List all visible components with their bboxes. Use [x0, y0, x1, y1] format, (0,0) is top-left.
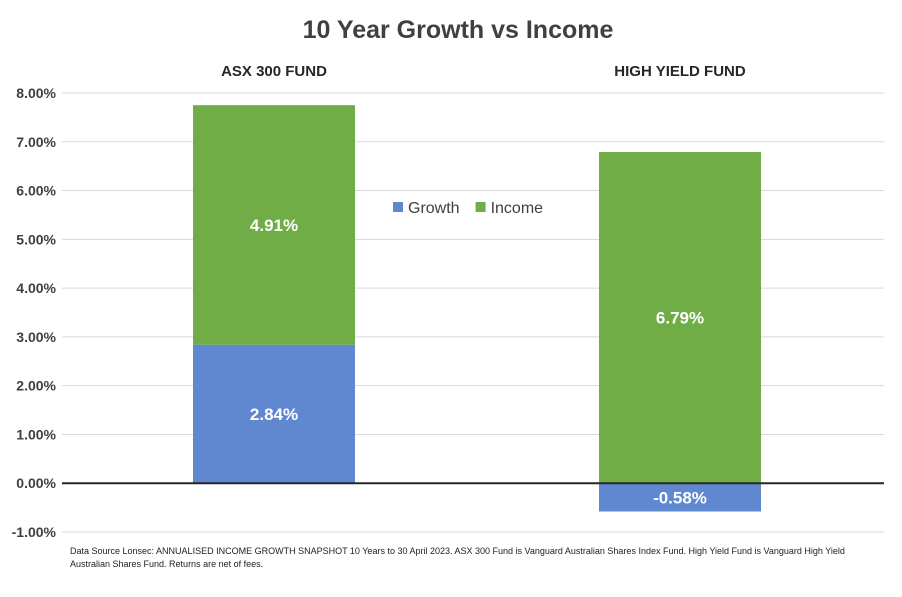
data-label: 2.84%	[250, 405, 298, 424]
data-source-footnote: Data Source Lonsec: ANNUALISED INCOME GR…	[70, 546, 845, 569]
y-tick-label: 3.00%	[16, 329, 56, 345]
labels: 2.84% 4.91% ASX 300 FUND -0.58% 6.79% HIGH YI…	[221, 63, 746, 507]
y-tick-label: 1.00%	[16, 426, 56, 442]
data-label: 6.79%	[656, 309, 704, 328]
bar-growth-1	[193, 344, 355, 484]
legend: Growth Income	[393, 200, 543, 217]
y-tick-label: 6.00%	[16, 183, 56, 199]
y-tick-label: 4.00%	[16, 280, 56, 296]
legend-label-growth: Growth	[408, 200, 460, 217]
bar-income-2	[599, 152, 761, 484]
legend-swatch-income	[475, 202, 486, 212]
y-tick-label: 0.00%	[16, 475, 56, 491]
legend-swatch-growth	[393, 202, 403, 212]
bar-growth-2	[599, 483, 761, 512]
data-label: 4.91%	[250, 216, 298, 235]
y-tick-label: 5.00%	[16, 231, 56, 247]
category-label: HIGH YIELD FUND	[614, 63, 746, 80]
y-tick-label: 8.00%	[16, 85, 56, 101]
data-label: -0.58%	[653, 488, 707, 507]
chart-title: 10 Year Growth vs Income	[303, 16, 614, 44]
axes: -1.00% 0.00% 1.00% 2.00% 3.00% 4.00% 5.00% 6.00…	[12, 85, 884, 540]
y-tick-label: -1.00%	[12, 524, 57, 540]
y-tick-label: 2.00%	[16, 378, 56, 394]
bars	[193, 105, 761, 512]
category-label: ASX 300 FUND	[221, 63, 327, 80]
legend-label-income: Income	[491, 200, 544, 217]
bar-income-1	[193, 105, 355, 345]
y-tick-label: 7.00%	[16, 134, 56, 150]
